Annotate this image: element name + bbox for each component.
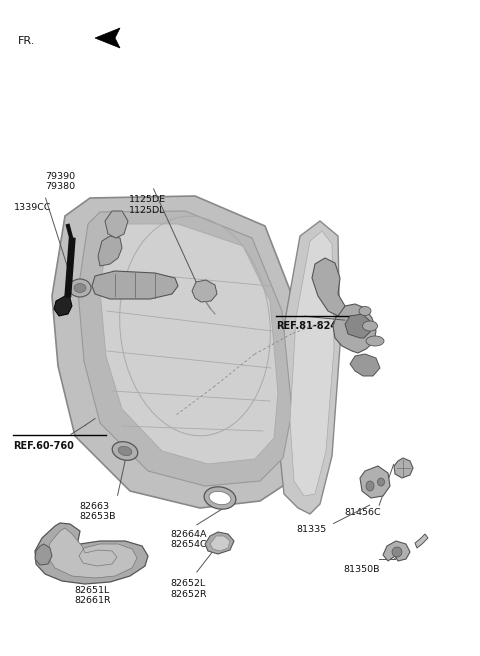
Polygon shape	[95, 28, 120, 48]
Text: 1339CC: 1339CC	[13, 203, 51, 213]
Polygon shape	[92, 271, 178, 299]
Text: 82664A
82654C: 82664A 82654C	[170, 530, 207, 550]
Polygon shape	[100, 224, 278, 464]
Polygon shape	[210, 536, 230, 551]
Polygon shape	[105, 211, 128, 238]
Ellipse shape	[209, 491, 231, 504]
Polygon shape	[35, 544, 52, 565]
Polygon shape	[192, 280, 217, 302]
Polygon shape	[54, 296, 72, 316]
Text: REF.60-760: REF.60-760	[13, 441, 74, 451]
Text: 82652L
82652R: 82652L 82652R	[170, 579, 207, 599]
Polygon shape	[383, 541, 410, 561]
Ellipse shape	[69, 279, 91, 297]
Text: 81456C: 81456C	[345, 508, 381, 517]
Ellipse shape	[359, 306, 371, 316]
Polygon shape	[78, 211, 292, 486]
Text: 79390
79380: 79390 79380	[46, 172, 76, 192]
Text: 1125DE
1125DL: 1125DE 1125DL	[129, 195, 166, 215]
Ellipse shape	[118, 446, 132, 456]
Polygon shape	[333, 304, 376, 353]
Polygon shape	[312, 258, 345, 316]
Text: FR.: FR.	[18, 36, 36, 46]
Polygon shape	[98, 236, 122, 266]
Polygon shape	[350, 354, 380, 376]
Ellipse shape	[366, 481, 374, 491]
Text: 82651L
82661R: 82651L 82661R	[74, 586, 111, 605]
Ellipse shape	[362, 321, 377, 331]
Polygon shape	[52, 196, 310, 508]
Ellipse shape	[204, 487, 236, 509]
Ellipse shape	[377, 478, 384, 486]
Polygon shape	[360, 466, 390, 498]
Polygon shape	[394, 458, 413, 478]
Polygon shape	[35, 523, 148, 584]
Ellipse shape	[74, 283, 86, 293]
Polygon shape	[205, 532, 234, 554]
Ellipse shape	[366, 336, 384, 346]
Text: 81335: 81335	[297, 525, 327, 534]
Polygon shape	[47, 528, 137, 578]
Polygon shape	[415, 534, 428, 548]
Polygon shape	[345, 314, 370, 338]
Ellipse shape	[112, 441, 138, 461]
Text: 81350B: 81350B	[343, 565, 380, 575]
Text: REF.81-824: REF.81-824	[276, 321, 337, 331]
Ellipse shape	[392, 547, 402, 557]
Polygon shape	[290, 231, 334, 496]
Text: 82663
82653B: 82663 82653B	[79, 502, 116, 522]
Polygon shape	[278, 221, 340, 514]
